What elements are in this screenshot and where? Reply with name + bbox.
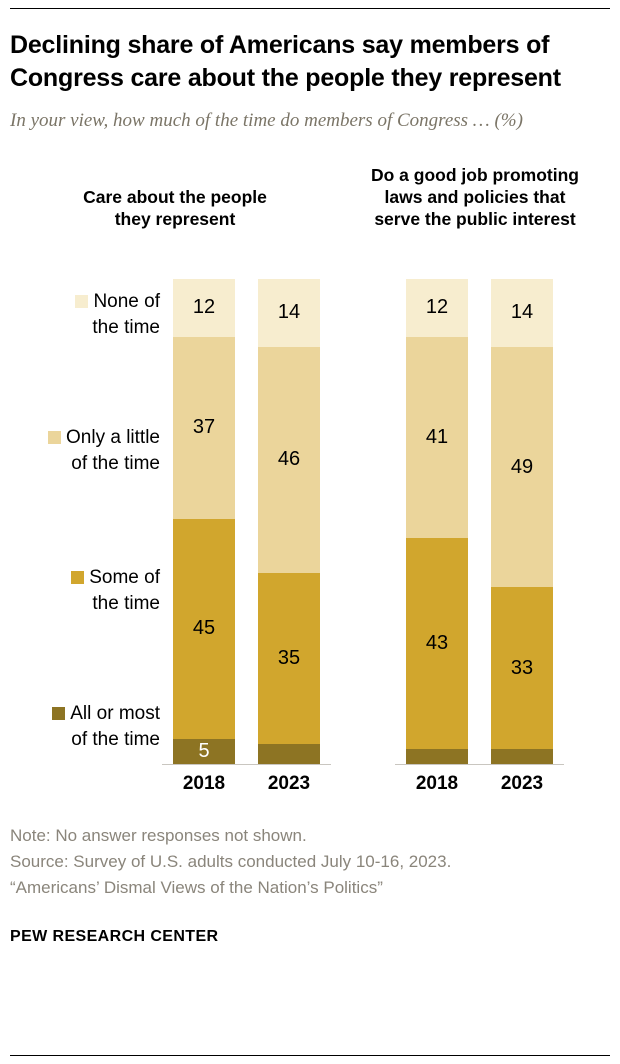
bar-segment: 43 — [406, 538, 468, 749]
value-label: 49 — [510, 455, 534, 478]
note-line: Note: No answer responses not shown. — [10, 825, 307, 845]
plot-area: None of the time Only a little of the time… — [10, 275, 610, 794]
bar-group-good-job: 43 41 12 2018 33 49 14 2023 — [395, 275, 564, 794]
value-label: 12 — [192, 296, 216, 319]
bottom-rule — [10, 1055, 610, 1056]
value-label: 12 — [425, 296, 449, 319]
bar-segment — [491, 748, 553, 764]
brand-wordmark: PEW RESEARCH CENTER — [10, 927, 219, 945]
report-title-line: “Americans’ Dismal Views of the Nation’s… — [10, 877, 383, 897]
group-headers: Care about the people they represent Do … — [10, 165, 610, 231]
bar-segment: 14 — [258, 278, 320, 348]
bar-segment: 12 — [173, 278, 235, 338]
survey-question: In your view, how much of the time do me… — [10, 110, 523, 131]
value-label: 14 — [510, 301, 534, 324]
value-label: 5 — [198, 739, 210, 762]
bar-segment — [406, 748, 468, 764]
bar-group-care: 5 45 37 12 2018 35 46 14 2023 — [162, 275, 331, 794]
legend-swatch — [75, 294, 89, 308]
stacked-bar-2018: 43 41 12 2018 — [406, 278, 468, 794]
bar-segment: 12 — [406, 278, 468, 338]
value-label: 35 — [277, 646, 301, 669]
bar-segment: 33 — [491, 587, 553, 749]
legend-item: Some of the time — [10, 565, 160, 617]
stacked-bar-2023: 35 46 14 2023 — [258, 278, 320, 794]
legend: None of the time Only a little of the time… — [10, 275, 162, 765]
bar-segment — [258, 744, 320, 764]
bar-segment: 37 — [173, 337, 235, 519]
source-line: Source: Survey of U.S. adults conducted … — [10, 851, 452, 871]
value-label: 41 — [425, 426, 449, 449]
stacked-bar-2023: 33 49 14 2023 — [491, 278, 553, 794]
x-axis-label: 2023 — [500, 772, 544, 794]
value-label: 33 — [510, 656, 534, 679]
legend-swatch — [47, 430, 61, 444]
group-header-care: Care about the people they represent — [83, 186, 267, 229]
x-axis-label: 2018 — [182, 772, 226, 794]
notes: Note: No answer responses not shown. Sou… — [10, 823, 610, 901]
legend-swatch — [70, 570, 84, 584]
stacked-bar-chart: Care about the people they represent Do … — [10, 165, 610, 794]
top-rule — [10, 8, 610, 9]
value-label: 37 — [192, 416, 216, 439]
bar-segment: 5 — [173, 739, 235, 764]
bar-segment: 35 — [258, 572, 320, 744]
bar-segment: 41 — [406, 337, 468, 539]
x-axis-label: 2018 — [415, 772, 459, 794]
value-label: 45 — [192, 617, 216, 640]
legend-item: All or most of the time — [10, 701, 160, 753]
legend-item: Only a little of the time — [10, 425, 160, 477]
bar-segment: 14 — [491, 278, 553, 348]
bar-segment: 49 — [491, 347, 553, 588]
bar-segment: 46 — [258, 347, 320, 573]
group-header-good-job: Do a good job promoting laws and policie… — [370, 164, 580, 229]
legend-item: None of the time — [10, 289, 160, 341]
value-label: 43 — [425, 632, 449, 655]
value-label: 46 — [277, 448, 301, 471]
stacked-bar-2018: 5 45 37 12 2018 — [173, 278, 235, 794]
page-title: Declining share of Americans say members… — [10, 31, 561, 92]
legend-swatch — [51, 706, 65, 720]
x-axis-label: 2023 — [267, 772, 311, 794]
bar-segment: 45 — [173, 518, 235, 740]
value-label: 14 — [277, 301, 301, 324]
